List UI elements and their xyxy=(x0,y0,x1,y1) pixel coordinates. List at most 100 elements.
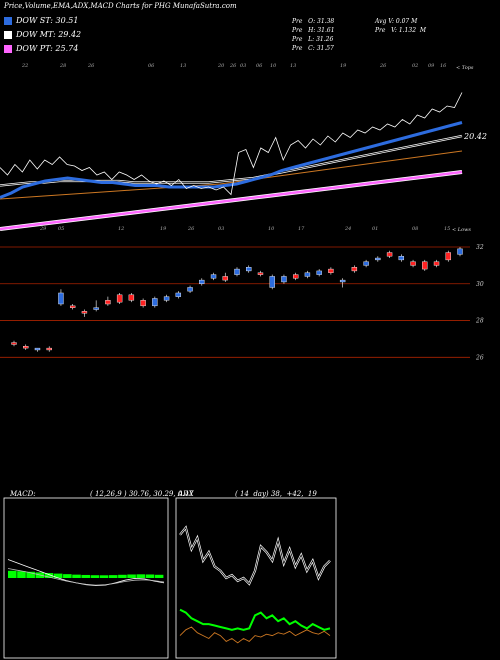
legend-label-mt: DOW MT: 29.42 xyxy=(16,30,82,39)
bottom-tick: 17 xyxy=(298,226,305,232)
bottom-tick: 15 xyxy=(444,226,450,232)
macd-histogram-bar xyxy=(44,573,54,578)
bottom-tick: 08 xyxy=(412,226,418,232)
ema-medium-inner xyxy=(0,135,463,186)
stat-high: Pre H: 31.61 xyxy=(292,27,335,34)
price-tick-label: 32 xyxy=(476,244,484,251)
macd-histogram-bar xyxy=(26,571,35,578)
top-tick: 13 xyxy=(290,63,296,69)
macd-histogram-bar xyxy=(72,574,81,578)
candle-body xyxy=(152,298,158,307)
bottom-tick: 10 xyxy=(268,226,275,232)
price-tick-label: 28 xyxy=(475,318,484,325)
adx-plus-di-line xyxy=(179,608,331,631)
price-line xyxy=(0,92,463,196)
legend-swatch-st xyxy=(4,16,12,25)
macd-histogram-bar xyxy=(136,574,146,578)
macd-histogram-bar xyxy=(90,575,100,578)
chart-title: Price,Volume,EMA,ADX,MACD Charts for PHG… xyxy=(4,2,237,10)
bottom-tick: 29 xyxy=(39,226,47,232)
candle-body xyxy=(375,257,381,261)
candle-body xyxy=(69,305,76,308)
candle-body xyxy=(175,292,182,297)
macd-histogram-bar xyxy=(8,570,17,578)
top-tick: 03 xyxy=(240,63,246,69)
bottom-tick: 05 xyxy=(58,226,64,232)
candle-body xyxy=(105,300,111,305)
macd-histogram-bar xyxy=(118,574,127,578)
price-tick-label: 30 xyxy=(476,281,484,288)
candle-body xyxy=(81,311,88,314)
candle-body xyxy=(199,279,205,284)
macd-params: ( 12,26,9 ) 30.76, 30.29, 0.47 xyxy=(90,490,194,498)
price-tick-label: 26 xyxy=(475,354,484,361)
legend-label-st: DOW ST: 30.51 xyxy=(16,16,79,25)
candle-body xyxy=(422,261,428,270)
candle-body xyxy=(363,261,369,266)
top-tick: 19 xyxy=(340,63,347,69)
macd-histogram-bar xyxy=(108,575,118,578)
bottom-tick: 19 xyxy=(160,226,167,232)
candle-body xyxy=(445,252,451,261)
top-tick: 22 xyxy=(21,63,28,69)
adx-main-line xyxy=(179,526,331,585)
top-tick: 06 xyxy=(256,63,263,69)
legend-dow-mt: DOW MT: 29.42 xyxy=(4,30,81,39)
macd-title: MACD: xyxy=(10,490,36,498)
candle-body xyxy=(316,270,322,275)
macd-histogram-bar xyxy=(17,571,26,578)
candle-body xyxy=(269,276,275,288)
ema-short-line xyxy=(0,121,463,199)
stat-open: Pre O: 31.38 xyxy=(292,18,335,25)
ema-last-value: 20.42 xyxy=(463,132,487,141)
candle-body xyxy=(304,272,311,277)
candle-body xyxy=(23,346,29,349)
stat-close: Pre C: 31.57 xyxy=(292,45,334,52)
top-tick: 26 xyxy=(379,63,387,69)
candle-body xyxy=(398,256,405,261)
legend-dow-pt: DOW PT: 25.74 xyxy=(4,44,78,53)
bottom-tick: 03 xyxy=(218,226,224,232)
candle-body xyxy=(351,267,358,272)
top-tick: 26 xyxy=(87,63,95,69)
macd-histogram-bar xyxy=(63,574,72,578)
stat-pre-vol: Pre V: 1.132 M xyxy=(375,27,426,34)
stat-avg-vol: Avg V: 0.07 M xyxy=(375,18,418,25)
candle-body xyxy=(46,347,52,351)
tops-label: < Tops xyxy=(456,65,474,71)
candle-body xyxy=(11,342,17,345)
adx-title: ADX xyxy=(178,490,194,498)
legend-dow-st: DOW ST: 30.51 xyxy=(4,16,78,25)
legend-swatch-mt xyxy=(4,30,12,39)
adx-minus-di-line xyxy=(179,626,331,644)
macd-histogram-bar xyxy=(145,574,155,578)
ema-long-line xyxy=(0,150,463,200)
candle-body xyxy=(58,292,64,305)
top-tick: 02 xyxy=(412,63,418,69)
candle-body xyxy=(222,276,228,281)
stat-low: Pre L: 31.26 xyxy=(292,36,334,43)
top-tick: 16 xyxy=(440,63,447,69)
candle-body xyxy=(234,268,240,275)
macd-histogram-bar xyxy=(127,574,136,578)
top-tick: 26 xyxy=(229,63,237,69)
ema-pt-line xyxy=(0,170,463,231)
top-tick: 13 xyxy=(180,63,186,69)
candle-body xyxy=(140,300,146,307)
candle-body xyxy=(210,274,217,279)
macd-histogram-bar xyxy=(154,574,164,578)
top-tick: 28 xyxy=(59,63,66,69)
lows-label: < Lows xyxy=(452,227,471,233)
candle-body xyxy=(128,294,135,301)
candle-body xyxy=(328,268,334,273)
candle-body xyxy=(339,279,346,283)
bottom-tick: 24 xyxy=(344,226,351,232)
macd-signal-line xyxy=(7,568,165,586)
legend-swatch-pt xyxy=(4,44,12,53)
candle-body xyxy=(257,272,264,275)
candle-body xyxy=(34,347,41,351)
candle-body xyxy=(163,296,170,301)
legend-label-pt: DOW PT: 25.74 xyxy=(16,44,79,53)
top-tick: 06 xyxy=(148,63,155,69)
